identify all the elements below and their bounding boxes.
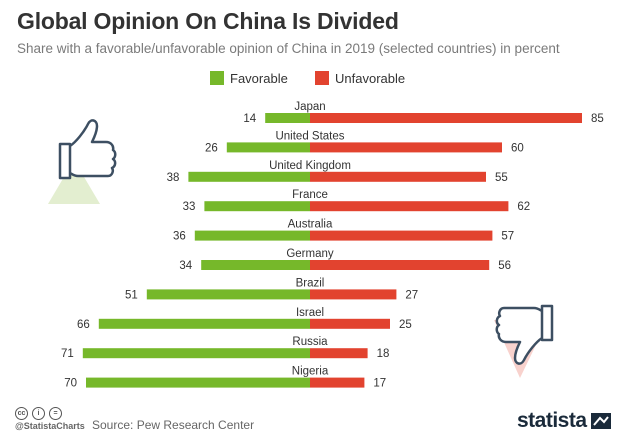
bar-favorable-nigeria	[86, 377, 310, 388]
category-label-united-states: United States	[275, 130, 344, 142]
value-label-unfavorable-united-states: 60	[511, 142, 524, 154]
bar-favorable-israel	[98, 318, 310, 329]
value-label-unfavorable-united-kingdom: 55	[495, 172, 508, 184]
value-label-favorable-united-states: 26	[205, 142, 218, 154]
bar-favorable-russia	[82, 348, 310, 359]
value-label-favorable-japan: 14	[243, 113, 256, 125]
value-label-favorable-israel: 66	[77, 319, 90, 331]
bar-favorable-united-kingdom	[188, 171, 310, 182]
value-label-favorable-nigeria: 70	[64, 378, 77, 390]
value-label-unfavorable-france: 62	[517, 201, 530, 213]
category-label-brazil: Brazil	[296, 277, 325, 289]
thumbs-down-icon	[494, 304, 554, 378]
category-label-australia: Australia	[288, 219, 333, 231]
by-icon: i	[32, 406, 45, 420]
value-label-favorable-france: 33	[183, 201, 196, 213]
bar-favorable-brazil	[146, 289, 310, 300]
value-label-unfavorable-japan: 85	[591, 113, 604, 125]
bar-unfavorable-russia	[310, 348, 368, 359]
legend-swatch-unfavorable	[315, 71, 329, 85]
bar-unfavorable-japan	[310, 113, 582, 123]
category-label-nigeria: Nigeria	[292, 366, 329, 378]
bar-favorable-united-states	[226, 142, 310, 153]
social-handle: @StatistaCharts	[15, 421, 85, 431]
value-label-favorable-australia: 36	[173, 231, 186, 243]
brand-name: statista	[517, 409, 587, 432]
category-label-united-kingdom: United Kingdom	[269, 160, 351, 172]
bar-favorable-japan	[265, 113, 310, 123]
value-label-unfavorable-germany: 56	[498, 260, 511, 272]
source-note: Source: Pew Research Center	[92, 418, 255, 432]
value-label-favorable-germany: 34	[179, 260, 192, 272]
statista-logo-icon	[590, 413, 611, 429]
bar-unfavorable-united-kingdom	[310, 171, 486, 182]
value-label-favorable-united-kingdom: 38	[167, 172, 180, 184]
value-label-favorable-russia: 71	[61, 348, 74, 360]
thumbs-up-icon	[48, 119, 117, 204]
page-subtitle: Share with a favorable/unfavorable opini…	[17, 41, 560, 56]
nd-icon: =	[49, 406, 62, 420]
statista-logo: statista	[517, 409, 611, 433]
bar-unfavorable-germany	[310, 260, 490, 270]
category-label-russia: Russia	[292, 336, 328, 348]
bar-unfavorable-australia	[310, 230, 493, 241]
bar-favorable-australia	[194, 230, 310, 241]
bar-favorable-germany	[201, 260, 310, 270]
value-label-unfavorable-nigeria: 17	[373, 378, 386, 390]
value-label-favorable-brazil: 51	[125, 289, 138, 301]
value-label-unfavorable-israel: 25	[399, 319, 412, 331]
value-label-unfavorable-russia: 18	[377, 348, 390, 360]
legend-label-unfavorable: Unfavorable	[335, 71, 405, 86]
category-label-france: France	[292, 189, 328, 201]
bar-unfavorable-brazil	[310, 289, 397, 300]
page-title: Global Opinion On China Is Divided	[17, 8, 399, 34]
bars-layer: Japan 14 85 United States 26 60 United Kingdom…	[61, 101, 604, 390]
legend: Favorable Unfavorable	[210, 71, 405, 86]
category-label-israel: Israel	[296, 307, 324, 319]
legend-swatch-favorable	[210, 71, 224, 85]
bar-favorable-france	[204, 201, 310, 212]
bar-unfavorable-united-states	[310, 142, 502, 153]
category-label-japan: Japan	[294, 101, 325, 113]
value-label-unfavorable-brazil: 27	[405, 289, 418, 301]
value-label-unfavorable-australia: 57	[501, 231, 514, 243]
bar-unfavorable-israel	[310, 318, 390, 329]
license-icons: cc i =	[15, 403, 66, 423]
bar-unfavorable-france	[310, 201, 509, 212]
legend-label-favorable: Favorable	[230, 71, 288, 86]
cc-icon: cc	[15, 406, 28, 420]
category-label-germany: Germany	[286, 248, 334, 260]
bar-unfavorable-nigeria	[310, 377, 365, 388]
